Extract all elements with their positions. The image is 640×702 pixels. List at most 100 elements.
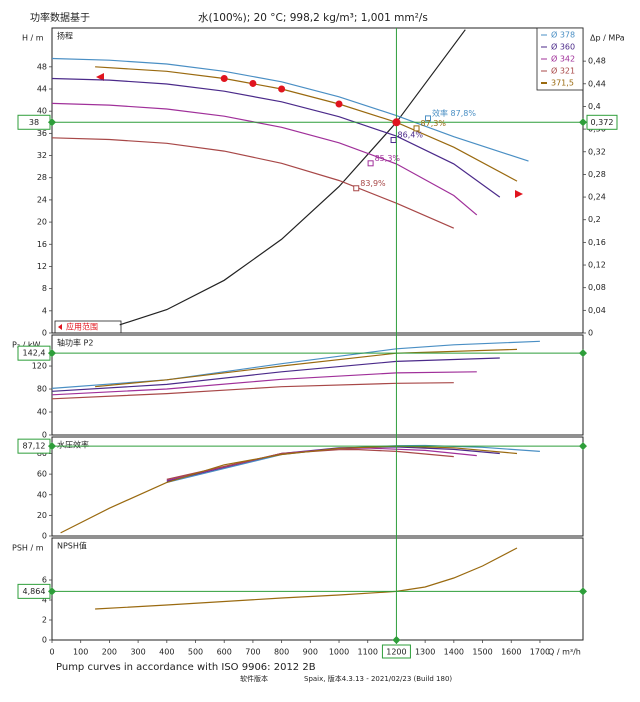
pump-curve [166,446,500,482]
efficiency-marker [367,160,374,167]
y2-tick-label: 0,28 [588,170,606,179]
x-tick-label: 1700 [530,648,550,657]
pump-curve [51,102,478,216]
y2-tick-label: 0,24 [588,193,606,202]
y2-tick-label: 0,08 [588,283,606,292]
x-tick-label: 900 [303,648,318,657]
x-tick-label: 1600 [501,648,521,657]
system-curve [119,29,466,326]
x-tick-label: 1100 [358,648,378,657]
x-tick-label: 1500 [472,648,492,657]
y2-tick-label: 0,4 [588,102,601,111]
legend-label: 371,5 [551,79,574,88]
panel-frame [51,537,584,641]
highlight-marker [48,118,56,127]
pump-curve [95,66,518,182]
header-conditions: 水(100%); 20 °C; 998,2 kg/m³; 1,001 mm²/s [198,12,428,24]
pump-curve [166,447,477,481]
highlight-marker [48,349,56,358]
y-axis-label: P₂ / kW [12,341,40,350]
y-tick-label: 2 [42,616,47,625]
highlight-label: 0,372 [591,118,614,127]
y2-tick-label: 0,16 [588,238,606,247]
duty-point [220,74,228,82]
limit-triangle [515,190,523,198]
highlight-marker [579,442,587,451]
efficiency-marker [425,115,432,122]
range-label: 应用范围 [66,322,98,332]
highlight-label: 87,12 [23,442,46,451]
y-tick-label: 44 [37,85,47,94]
y2-tick-label: 0,2 [588,215,601,224]
highlight-marker [48,587,56,596]
y-tick-label: 32 [37,151,47,160]
highlight-marker [392,636,401,644]
y-tick-label: 0 [42,431,47,440]
footer-standard: Pump curves in accordance with ISO 9906:… [56,662,316,673]
y-tick-label: 4 [42,596,47,605]
efficiency-marker [390,137,397,144]
panel-frame [51,334,584,436]
y-tick-label: 28 [37,173,47,182]
y-tick-label: 40 [37,408,47,417]
y-tick-label: 36 [37,129,47,138]
y-axis-label: H / m [22,34,44,43]
highlight-marker [48,442,56,451]
x-tick-label: 700 [245,648,260,657]
duty-point [249,79,257,87]
y2-tick-label: 0,12 [588,261,606,270]
x-tick-label: 500 [188,648,203,657]
y-tick-label: 12 [37,262,47,271]
legend-label: Ø 321 [551,66,575,76]
operating-point [392,118,401,127]
pump-curve [51,357,500,392]
y-tick-label: 0 [42,329,47,338]
header-left: 功率数据基于 [30,11,90,24]
highlight-label: 4,864 [23,587,46,596]
y-tick-label: 8 [42,284,47,293]
pump-curve [51,57,529,162]
panel-label: NPSH值 [57,541,87,551]
y2-tick-label: 0 [588,329,593,338]
x-tick-label: 400 [159,648,174,657]
highlight-box [381,644,411,659]
legend-label: Ø 360 [551,42,575,52]
footer-software: 软件版本 [240,674,268,683]
pump-curve [166,448,454,480]
y2-tick-label: 0,04 [588,306,606,315]
panel-frame [51,27,584,334]
x-tick-label: 0 [49,648,54,657]
efficiency-marker [353,185,360,192]
efficiency-label: 87,3% [421,119,447,128]
x-tick-label: 300 [130,648,145,657]
x-tick-label: 100 [73,648,88,657]
x-tick-label: 1000 [329,648,349,657]
pump-curve [51,137,455,229]
efficiency-label: 效率 87,8% [432,108,476,118]
y-axis-label: PSH / m [12,544,44,553]
y-tick-label: 4 [42,306,47,315]
x-tick-label: 200 [102,648,117,657]
y2-axis-label: Δp / MPa [590,34,625,43]
highlight-label: 38 [29,118,39,127]
y-tick-label: 0 [42,636,47,645]
legend-label: Ø 342 [551,54,575,64]
duty-point [278,85,286,93]
y2-tick-label: 0,44 [588,79,606,88]
pump-curve [95,547,518,610]
y-tick-label: 40 [37,107,47,116]
x-tick-label: 600 [217,648,232,657]
y-tick-label: 24 [37,195,47,204]
y-tick-label: 48 [37,62,47,71]
legend-label: Ø 378 [551,30,575,40]
highlight-label: 142,4 [23,349,46,358]
y-tick-label: 6 [42,576,47,585]
highlight-marker [579,349,587,358]
range-arrow [58,324,62,330]
panel-label: 扬程 [57,31,73,41]
y-tick-label: 40 [37,490,47,499]
pump-curve [51,77,501,198]
panel-label: 轴功率 P2 [57,338,93,348]
panel-frame [51,436,584,537]
